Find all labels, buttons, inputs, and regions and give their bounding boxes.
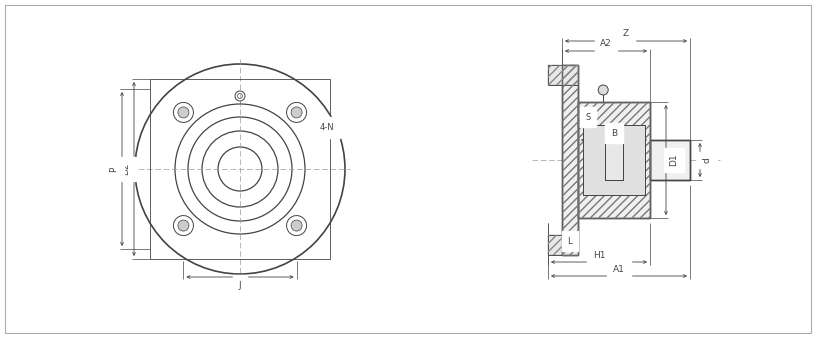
- Bar: [562, 65, 578, 255]
- Bar: [605, 140, 623, 180]
- Bar: [583, 125, 645, 195]
- Text: S: S: [585, 113, 591, 121]
- Circle shape: [178, 107, 189, 118]
- Bar: [548, 235, 578, 255]
- Text: A2: A2: [600, 40, 612, 48]
- Text: 4-N: 4-N: [320, 123, 335, 132]
- Circle shape: [598, 85, 608, 95]
- Bar: [548, 235, 578, 255]
- Text: A1: A1: [613, 265, 625, 273]
- Bar: [150, 79, 330, 259]
- Text: D2: D2: [122, 163, 131, 175]
- Text: Z: Z: [623, 29, 629, 39]
- Bar: [650, 140, 690, 180]
- Bar: [562, 65, 578, 255]
- Bar: [578, 102, 650, 218]
- Circle shape: [291, 107, 302, 118]
- Text: d: d: [703, 157, 712, 163]
- Bar: [562, 65, 578, 255]
- Text: P: P: [109, 166, 118, 172]
- Bar: [578, 102, 650, 218]
- Circle shape: [291, 220, 302, 231]
- Text: H1: H1: [592, 250, 605, 260]
- Bar: [548, 235, 578, 255]
- Text: J: J: [239, 281, 242, 290]
- Bar: [548, 65, 578, 85]
- Bar: [548, 65, 578, 85]
- Bar: [578, 102, 650, 218]
- Bar: [548, 65, 578, 85]
- Bar: [650, 140, 690, 180]
- Bar: [583, 125, 645, 195]
- Text: B: B: [611, 128, 617, 138]
- Bar: [605, 140, 623, 180]
- Text: L: L: [567, 237, 573, 245]
- Circle shape: [178, 220, 189, 231]
- Text: D1: D1: [669, 154, 678, 166]
